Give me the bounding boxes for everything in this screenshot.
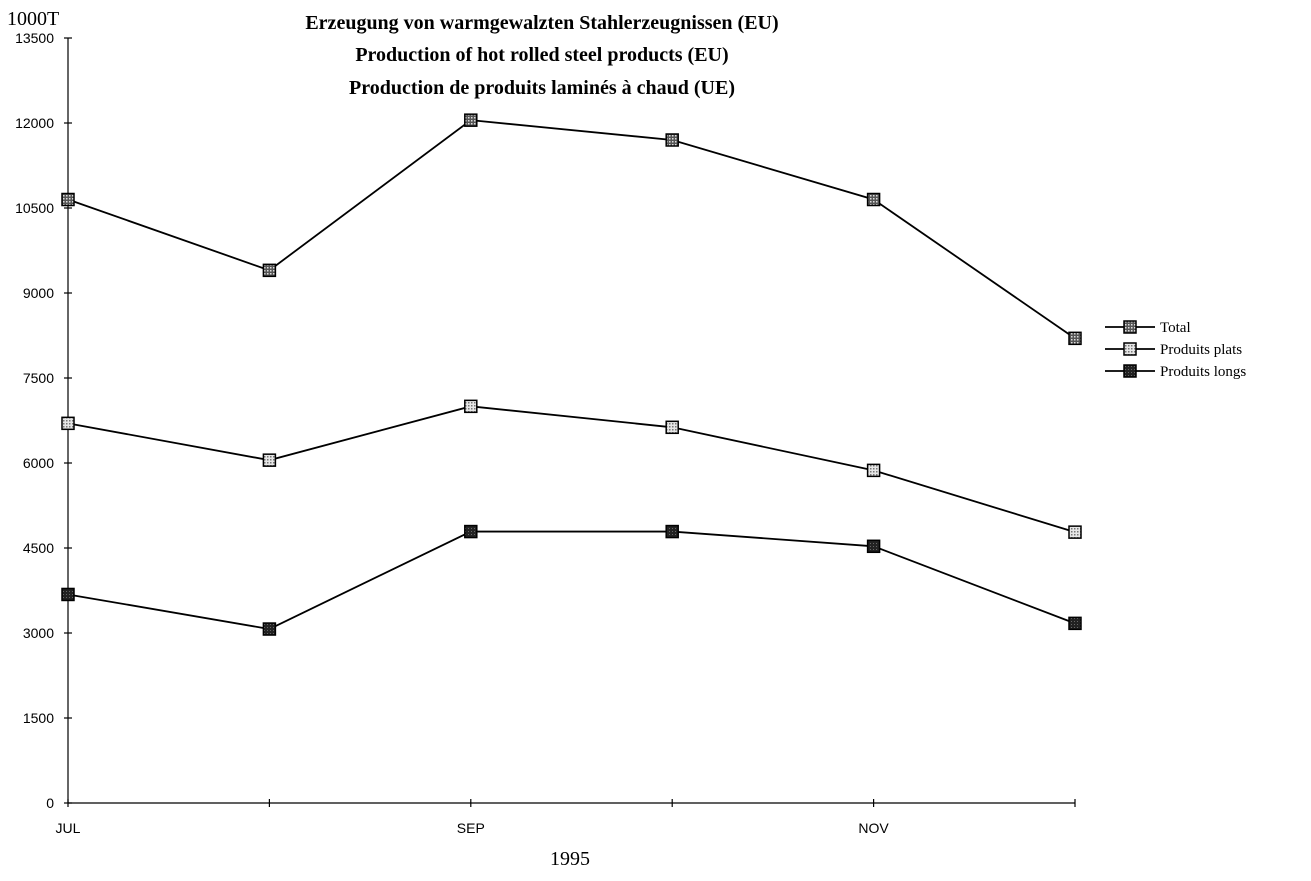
y-tick-label: 4500: [23, 540, 54, 556]
y-tick-label: 0: [46, 795, 54, 811]
legend-item-total: Total: [1105, 320, 1191, 336]
data-point-produits-plats: [262, 453, 277, 467]
data-point-produits-plats: [464, 399, 478, 414]
data-point-produits-plats: [866, 463, 881, 478]
title-line-1: Erzeugung von warmgewalzten Stahlerzeugn…: [305, 12, 778, 34]
legend-marker: [1123, 320, 1137, 334]
series-markers: [61, 113, 1082, 636]
legend-item-produits-plats: Produits plats: [1105, 342, 1242, 358]
series-line-produits-longs: [67, 530, 1076, 630]
y-tick-label: 10500: [15, 200, 54, 216]
legend-item-produits-longs: Produits longs: [1105, 364, 1246, 380]
title-line-3: Production de produits laminés à chaud (…: [349, 77, 735, 99]
data-point-total: [1068, 331, 1082, 346]
x-tick-label: SEP: [457, 820, 485, 836]
x-tick-label: NOV: [858, 820, 889, 836]
legend-marker: [1123, 342, 1137, 356]
series-lines: [67, 119, 1076, 630]
data-point-total: [464, 113, 478, 127]
data-point-produits-longs: [1068, 616, 1082, 631]
data-point-produits-plats: [665, 420, 679, 435]
data-point-produits-plats: [1068, 525, 1082, 539]
y-tick-label: 6000: [23, 455, 54, 471]
data-point-total: [61, 192, 75, 207]
axes: 0 1500 3000 4500 6000 7500 9000 10500 12000 13500…: [15, 30, 1076, 836]
x-tick-label: JUL: [56, 820, 81, 836]
legend-label: Produits plats: [1160, 342, 1242, 358]
y-tick-label: 13500: [15, 30, 54, 46]
data-point-produits-longs: [61, 587, 75, 602]
y-tick-label: 3000: [23, 625, 54, 641]
data-point-total: [262, 263, 277, 278]
legend-marker: [1123, 364, 1137, 378]
legend: Total Produits plats Produits longs: [1105, 320, 1246, 380]
series-line-total: [67, 119, 1076, 340]
x-axis-label: 1995: [550, 848, 590, 870]
data-point-total: [866, 192, 881, 207]
y-axis-unit-label: 1000T: [7, 8, 59, 30]
chart-title: Erzeugung von warmgewalzten Stahlerzeugn…: [305, 12, 778, 99]
data-point-produits-plats: [61, 416, 75, 431]
title-line-2: Production of hot rolled steel products …: [355, 44, 728, 66]
y-tick-label: 1500: [23, 710, 54, 726]
y-tick-label: 7500: [23, 370, 54, 386]
data-point-produits-longs: [665, 524, 679, 539]
y-tick-label: 9000: [23, 285, 54, 301]
data-point-produits-longs: [866, 539, 881, 554]
data-point-total: [665, 133, 679, 147]
series-line-produits-plats: [67, 405, 1076, 533]
legend-label: Produits longs: [1160, 364, 1246, 380]
data-point-produits-longs: [464, 524, 478, 539]
legend-label: Total: [1160, 320, 1191, 336]
y-tick-label: 12000: [15, 115, 54, 131]
data-point-produits-longs: [262, 622, 277, 636]
